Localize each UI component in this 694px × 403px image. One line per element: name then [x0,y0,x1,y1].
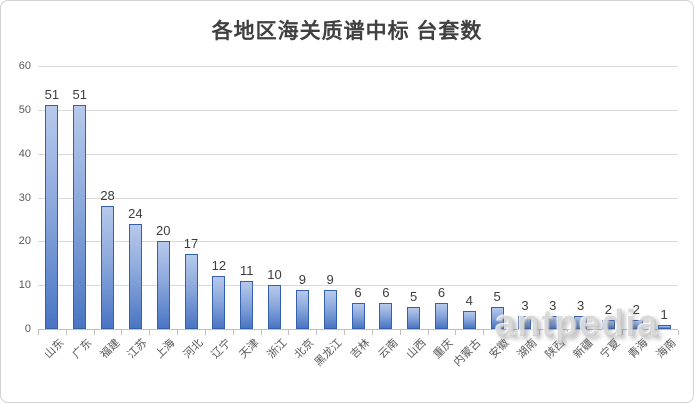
bar-value-label: 6 [354,284,362,300]
x-axis-tick [121,330,123,335]
bar [546,315,560,329]
x-axis-tick [177,330,179,335]
y-axis-label: 30 [18,191,31,204]
x-axis-tick [288,330,290,335]
x-axis-tick [622,330,624,335]
bar [73,105,87,329]
bar-value-label: 12 [211,258,227,274]
bar-value-label: 2 [632,302,640,318]
gridline [38,153,678,155]
bar-value-label: 6 [382,284,390,300]
bar-value-label: 17 [183,236,199,252]
bar [323,289,337,329]
bar-value-label: 11 [239,262,254,278]
bar-value-label: 6 [437,284,446,300]
bar-value-label: 3 [576,297,585,313]
x-axis-tick [483,330,485,335]
x-axis-tick [93,330,95,335]
bar-value-label: 28 [100,188,115,204]
bar-value-label: 4 [465,293,473,309]
x-axis-line [38,329,678,330]
x-axis-tick [455,330,457,335]
x-axis-tick [204,330,206,335]
bar-value-label: 10 [267,267,282,283]
bar-value-label: 5 [410,289,418,305]
bar [45,105,59,329]
bar [629,320,643,329]
bar-value-label: 1 [660,306,668,322]
bar [101,206,115,329]
bar-value-label: 5 [493,289,501,305]
x-axis-tick [149,330,151,335]
y-axis-label: 60 [18,60,31,72]
bar-value-label: 20 [155,223,171,239]
bar [574,315,588,329]
x-axis-tick [260,330,262,335]
bar [295,289,309,329]
gridline [38,241,678,243]
bar [184,254,198,329]
bar [407,307,421,329]
bar-value-label: 3 [549,297,557,313]
bar [351,302,365,329]
bar-value-label: 9 [298,271,306,287]
x-axis-tick [538,330,540,335]
bar [490,307,504,329]
bar-value-label: 51 [44,87,60,103]
gridline [38,109,678,111]
y-axis-label: 0 [24,323,31,335]
gridline [38,197,678,199]
bar [240,280,254,329]
bar-value-label: 2 [604,302,613,318]
y-axis-label: 10 [18,279,31,292]
x-axis-tick [232,330,234,335]
x-axis-tick [650,330,652,335]
gridline [38,66,678,67]
x-axis-tick [344,330,346,335]
bar [434,302,448,329]
bar [128,223,142,329]
x-axis-tick [38,330,39,335]
bar [379,302,393,329]
bar [268,285,282,329]
y-axis-label: 40 [18,147,31,160]
bar [601,320,615,329]
y-axis-label: 50 [18,103,31,116]
bar [156,241,170,329]
bar [462,311,476,329]
x-axis-tick [399,330,401,335]
bar-value-label: 9 [326,271,334,287]
x-axis-tick [371,330,373,335]
x-axis-tick [427,330,429,335]
bar [657,324,671,329]
bar-value-label: 51 [72,87,87,103]
chart-title: 各地区海关质谱中标 台套数 [211,20,483,43]
y-axis-label: 20 [18,235,31,248]
x-axis-tick [316,330,318,335]
gridline [38,285,678,287]
x-axis-tick [65,330,67,335]
bar [212,276,226,329]
x-axis-tick [566,330,568,335]
bar-value-label: 24 [128,205,143,221]
x-axis-tick [511,330,513,335]
x-axis-tick [678,330,679,335]
bar [518,315,532,329]
x-axis-tick [594,330,596,335]
bar-value-label: 3 [521,297,529,313]
